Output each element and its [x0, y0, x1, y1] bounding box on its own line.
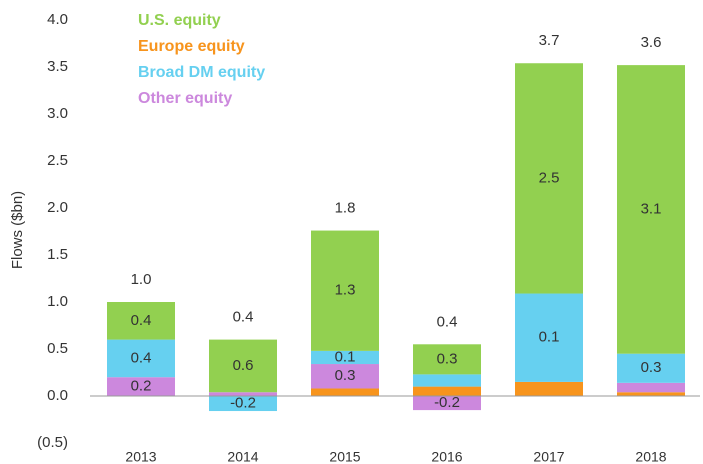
bar-segment: [413, 374, 481, 387]
total-label: 3.6: [641, 34, 662, 51]
bar-segment: [413, 386, 481, 396]
y-tick-label: 2.0: [47, 199, 68, 216]
data-label: 0.3: [641, 359, 662, 376]
x-tick-label: 2016: [431, 449, 462, 464]
y-tick-label: 0.0: [47, 387, 68, 404]
bar-segment: [209, 339, 277, 393]
bar-segment: [311, 350, 379, 365]
bar-segment: [515, 293, 583, 382]
bar-segment: [311, 364, 379, 389]
bar-segment: [617, 353, 685, 383]
data-label: -0.2: [434, 394, 460, 411]
total-label: 1.8: [335, 200, 356, 217]
bar-segment: [209, 396, 277, 412]
y-tick-label: 2.5: [47, 152, 68, 169]
x-tick-label: 2013: [125, 449, 156, 464]
bar-segment: [107, 302, 175, 340]
y-tick-label: (0.5): [37, 434, 68, 451]
y-axis-title: Flows ($bn): [9, 191, 26, 269]
data-label: 3.1: [641, 200, 662, 217]
y-tick-label: 0.5: [47, 340, 68, 357]
bar-segment: [515, 381, 583, 396]
data-label: 0.4: [131, 349, 152, 366]
data-label: 0.3: [437, 350, 458, 367]
y-tick-label: 1.0: [47, 293, 68, 310]
y-tick-label: 1.5: [47, 246, 68, 263]
data-label: 2.5: [539, 169, 560, 186]
data-label: 1.3: [335, 282, 356, 299]
total-label: 3.7: [539, 32, 560, 49]
x-tick-label: 2015: [329, 449, 360, 464]
legend-entry: Other equity: [138, 90, 232, 107]
x-tick-label: 2018: [635, 449, 666, 464]
legend-entry: Broad DM equity: [138, 64, 265, 81]
y-tick-label: 3.5: [47, 58, 68, 75]
bar-segment: [107, 339, 175, 378]
x-tick-label: 2017: [533, 449, 564, 464]
bar-segment: [515, 63, 583, 294]
data-label: 0.1: [335, 348, 356, 365]
bar-segment: [617, 65, 685, 354]
bar-segment: [311, 230, 379, 351]
bar-segment: [107, 377, 175, 396]
total-label: 0.4: [437, 313, 458, 330]
data-label: -0.2: [230, 394, 256, 411]
legend-entry: U.S. equity: [138, 12, 221, 29]
data-label: 0.3: [335, 367, 356, 384]
data-label: 0.4: [131, 312, 152, 329]
data-label: 0.2: [131, 378, 152, 395]
y-tick-label: 4.0: [47, 11, 68, 28]
total-label: 1.0: [131, 271, 152, 288]
legend-entry: Europe equity: [138, 38, 245, 55]
bar-segment: [413, 344, 481, 375]
y-tick-label: 3.0: [47, 105, 68, 122]
data-label: 0.1: [539, 329, 560, 346]
bar-segment: [617, 392, 685, 396]
data-label: 0.6: [233, 357, 254, 374]
bar-segment: [413, 396, 481, 411]
bar-segment: [617, 382, 685, 393]
bar-segment: [209, 392, 277, 396]
bar-segment: [311, 388, 379, 396]
x-tick-label: 2014: [227, 449, 258, 464]
total-label: 0.4: [233, 309, 254, 326]
